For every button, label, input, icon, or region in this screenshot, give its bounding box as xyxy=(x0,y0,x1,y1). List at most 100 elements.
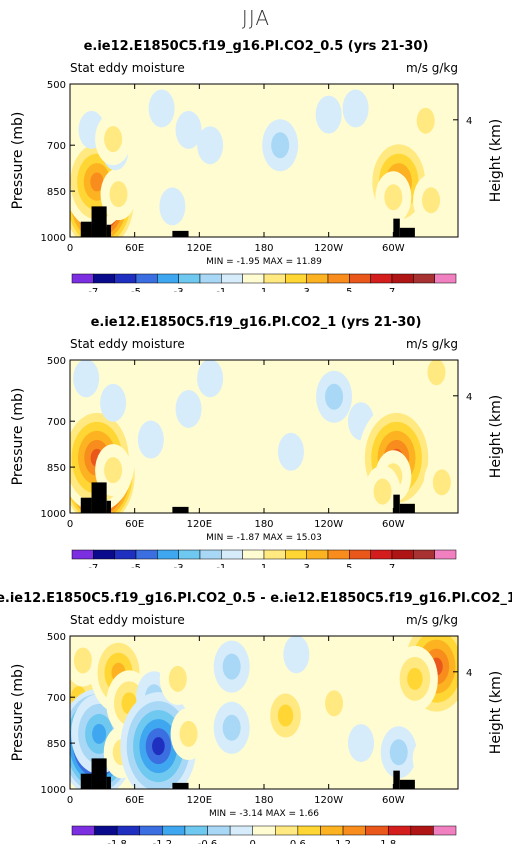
colorbar-label-6: 5 xyxy=(346,563,352,568)
topography-2 xyxy=(106,500,111,513)
colorbar-label-2: -3 xyxy=(174,287,184,292)
colorbar-box-4 xyxy=(162,825,186,836)
y-tick-label-1: 700 xyxy=(47,417,66,428)
colorbar-box-17 xyxy=(434,273,457,284)
contour-9-2 xyxy=(325,383,344,410)
colorbar-label-7: 7 xyxy=(389,563,395,568)
colorbar-box-9 xyxy=(263,273,286,284)
colorbar-box-14 xyxy=(370,273,393,284)
y-tick-label-3: 1000 xyxy=(41,233,66,244)
contour-15-2 xyxy=(325,690,344,717)
colorbar-label-0: -7 xyxy=(88,563,98,568)
colorbar-box-1 xyxy=(94,825,118,836)
contour-field xyxy=(70,89,450,237)
colorbar-box-12 xyxy=(327,273,350,284)
contour-7-1 xyxy=(197,360,224,398)
chart-panel-2: e.ie12.E1850C5.f19_g16.PI.CO2_1 (yrs 21-… xyxy=(10,315,504,568)
colorbar-box-2 xyxy=(114,549,137,560)
x-tick-label-2: 120E xyxy=(187,243,212,254)
colorbar-label-3: -1 xyxy=(216,287,226,292)
colorbar-box-3 xyxy=(135,549,158,560)
right-tick-label-0: 4 xyxy=(466,668,472,679)
topography-5 xyxy=(399,503,415,513)
colorbar-box-9 xyxy=(263,549,286,560)
contour-13-2 xyxy=(373,478,392,505)
x-tick-label-1: 60E xyxy=(125,519,144,530)
colorbar-box-5 xyxy=(178,273,201,284)
colorbar-label-1: -5 xyxy=(131,287,141,292)
units-label: m/s g/kg xyxy=(406,337,458,351)
y-tick-label-1: 700 xyxy=(47,693,66,704)
x-tick-label-0: 0 xyxy=(67,795,73,806)
chart-panel-3: e.ie12.E1850C5.f19_g16.PI.CO2_0.5 - e.ie… xyxy=(0,591,512,844)
colorbar-box-11 xyxy=(306,273,329,284)
contour-12-2 xyxy=(416,107,435,134)
y-tick-label-2: 850 xyxy=(47,187,66,198)
y-tick-label-0: 500 xyxy=(47,356,66,367)
contour-9-1 xyxy=(159,187,186,226)
topography-0 xyxy=(80,497,92,513)
colorbar-box-8 xyxy=(242,549,265,560)
colorbar-box-13 xyxy=(349,273,371,284)
variable-label: Stat eddy moisture xyxy=(70,61,185,75)
topography-4 xyxy=(393,218,400,237)
contour-13-2 xyxy=(422,187,441,214)
colorbar-box-10 xyxy=(285,273,307,284)
contour-field xyxy=(70,360,458,513)
colorbar-box-12 xyxy=(327,549,350,560)
contour-10-2 xyxy=(179,720,198,747)
contour-13-3 xyxy=(277,704,294,727)
colorbar-label-6: 1.8 xyxy=(380,839,396,844)
y-tick-label-3: 1000 xyxy=(41,785,66,796)
colorbar-box-14 xyxy=(387,825,412,836)
x-tick-label-1: 60E xyxy=(125,795,144,806)
colorbar-box-5 xyxy=(184,825,208,836)
y-axis-label: Pressure (mb) xyxy=(10,112,26,210)
chart-title: e.ie12.E1850C5.f19_g16.PI.CO2_0.5 (yrs 2… xyxy=(84,39,429,54)
x-tick-label-3: 180 xyxy=(254,243,273,254)
contour-15-2 xyxy=(432,469,451,496)
contour-14-1 xyxy=(283,636,310,674)
colorbar-box-0 xyxy=(71,273,94,284)
x-tick-label-2: 120E xyxy=(187,519,212,530)
colorbar-box-2 xyxy=(114,273,137,284)
contour-11-2 xyxy=(384,184,403,211)
colorbar-box-8 xyxy=(252,825,276,836)
topography-1 xyxy=(91,482,107,513)
topography-5 xyxy=(399,227,415,237)
topography-1 xyxy=(91,758,107,789)
colorbar-box-6 xyxy=(207,825,231,836)
colorbar-box-11 xyxy=(306,549,329,560)
colorbar-label-1: -5 xyxy=(131,563,141,568)
contour-1-5 xyxy=(90,172,104,192)
colorbar-box-9 xyxy=(275,825,299,836)
colorbar-label-4: 1 xyxy=(261,287,267,292)
topography-3 xyxy=(172,782,189,789)
colorbar-box-13 xyxy=(365,825,389,836)
x-tick-label-5: 60W xyxy=(382,795,405,806)
colorbar-box-11 xyxy=(320,825,344,836)
contour-9-2 xyxy=(168,665,187,692)
chart-panel-1: e.ie12.E1850C5.f19_g16.PI.CO2_0.5 (yrs 2… xyxy=(10,39,504,292)
y-tick-label-0: 500 xyxy=(47,632,66,643)
contour-1-2 xyxy=(73,647,92,674)
contour-6-1 xyxy=(175,110,202,149)
contour-8-6 xyxy=(152,737,165,756)
y-tick-label-2: 850 xyxy=(47,739,66,750)
colorbar-label-3: -1 xyxy=(216,563,226,568)
colorbar-box-13 xyxy=(349,549,371,560)
chart-title: e.ie12.E1850C5.f19_g16.PI.CO2_0.5 - e.ie… xyxy=(0,591,512,606)
colorbar-box-10 xyxy=(285,549,307,560)
colorbar-box-1 xyxy=(93,273,115,284)
min-max-text: MIN = -3.14 MAX = 1.66 xyxy=(209,809,319,819)
x-tick-label-4: 120W xyxy=(314,519,343,530)
colorbar-box-14 xyxy=(370,549,393,560)
colorbar-box-8 xyxy=(242,273,265,284)
colorbar-box-6 xyxy=(199,549,222,560)
colorbar-label-4: 1 xyxy=(261,563,267,568)
colorbar-box-16 xyxy=(433,825,457,836)
colorbar-label-0: -7 xyxy=(88,287,98,292)
min-max-text: MIN = -1.95 MAX = 11.89 xyxy=(206,257,322,267)
colorbar-label-0: -1.8 xyxy=(107,839,127,844)
